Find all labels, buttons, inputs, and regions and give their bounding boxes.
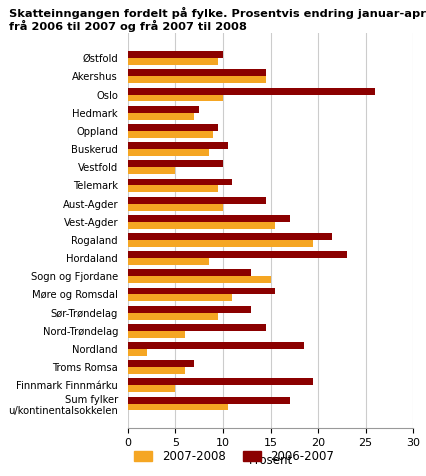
Bar — [128, 367, 185, 374]
Bar — [128, 276, 271, 283]
Bar — [128, 113, 194, 119]
Bar — [128, 88, 375, 95]
Text: frå 2006 til 2007 og frå 2007 til 2008: frå 2006 til 2007 og frå 2007 til 2008 — [9, 20, 246, 32]
Bar — [128, 306, 251, 313]
Text: Skatteinngangen fordelt på fylke. Prosentvis endring januar-april: Skatteinngangen fordelt på fylke. Prosen… — [9, 7, 426, 19]
Bar — [128, 197, 266, 204]
Bar — [128, 106, 199, 113]
Bar — [128, 269, 251, 276]
Bar — [128, 360, 194, 367]
Bar — [128, 349, 147, 356]
Bar — [128, 69, 266, 76]
Bar — [128, 76, 266, 83]
Bar — [128, 233, 332, 240]
Bar — [128, 95, 223, 101]
Bar — [128, 124, 218, 131]
Bar — [128, 149, 209, 156]
Bar — [128, 58, 218, 65]
Bar — [128, 160, 223, 167]
Bar — [128, 178, 233, 186]
Bar — [128, 295, 233, 301]
Bar — [128, 331, 185, 338]
Bar — [128, 215, 290, 222]
Bar — [128, 204, 223, 210]
Bar — [128, 324, 266, 331]
Bar — [128, 404, 227, 410]
Bar — [128, 342, 304, 349]
Bar — [128, 131, 213, 138]
Bar — [128, 397, 290, 404]
Bar — [128, 240, 313, 247]
Bar — [128, 386, 176, 392]
Bar — [128, 142, 227, 149]
Bar — [128, 51, 223, 58]
X-axis label: Prosent: Prosent — [248, 454, 293, 466]
Bar — [128, 378, 313, 386]
Bar — [128, 288, 275, 295]
Bar — [128, 258, 209, 265]
Bar — [128, 313, 218, 319]
Bar — [128, 186, 218, 192]
Bar — [128, 167, 176, 174]
Bar — [128, 222, 275, 228]
Legend: 2007-2008, 2006-2007: 2007-2008, 2006-2007 — [130, 445, 339, 468]
Bar — [128, 251, 347, 258]
